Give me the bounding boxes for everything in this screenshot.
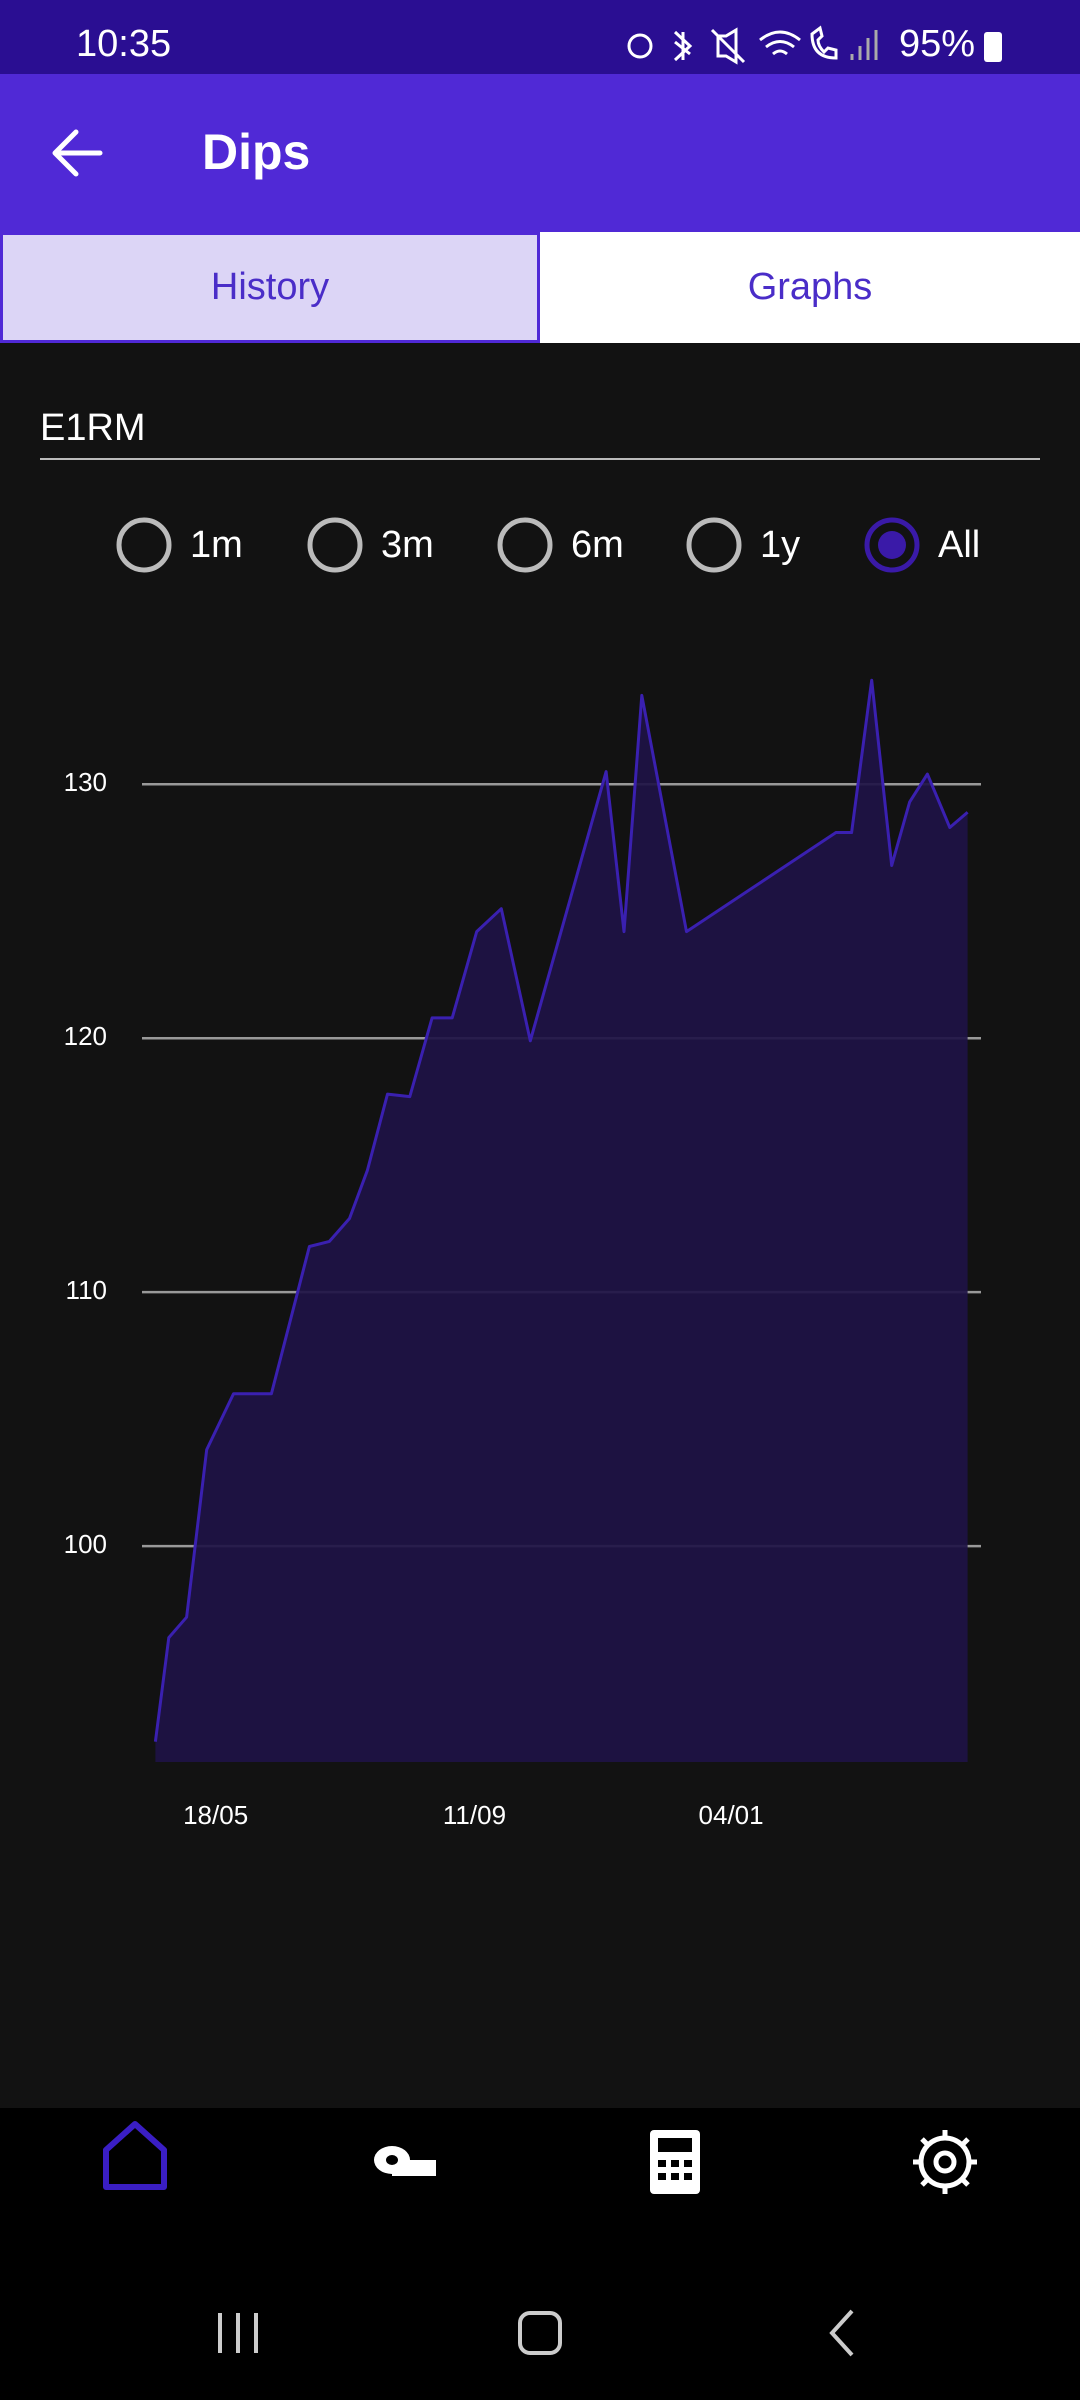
- status-time: 10:35: [76, 23, 171, 65]
- chart: 100 110 120 130 18/05 11/09 04/01: [64, 678, 981, 1830]
- radio-button[interactable]: [497, 517, 553, 573]
- app-bar: [0, 74, 1080, 232]
- radio-label[interactable]: 3m: [381, 524, 434, 566]
- radio-button[interactable]: [116, 517, 172, 573]
- radio-button[interactable]: [307, 517, 363, 573]
- y-tick-label: 100: [64, 1529, 107, 1559]
- radio-label[interactable]: All: [938, 524, 980, 566]
- x-tick-label: 04/01: [699, 1800, 764, 1830]
- radio-label[interactable]: 1m: [190, 524, 243, 566]
- y-tick-label: 120: [64, 1021, 107, 1051]
- status-icons: [627, 25, 878, 65]
- nav-home[interactable]: [103, 2121, 167, 2190]
- radio-button[interactable]: [864, 517, 920, 573]
- system-nav: [218, 2309, 854, 2357]
- radio-button[interactable]: [686, 517, 742, 573]
- battery-icon: [984, 32, 1002, 62]
- range-selector: 1m 3m 6m 1y All: [116, 517, 980, 573]
- area-line: [153, 678, 969, 1742]
- field-value[interactable]: E1RM: [40, 407, 146, 449]
- radio-label[interactable]: 6m: [571, 524, 624, 566]
- tabs: History Graphs: [0, 232, 1080, 343]
- back-button[interactable]: [52, 129, 103, 177]
- y-tick-label: 130: [64, 767, 107, 797]
- area-fill: [155, 680, 968, 1763]
- nav-settings[interactable]: [913, 2130, 977, 2194]
- nav-measure[interactable]: [374, 2146, 436, 2176]
- status-bar: [0, 0, 1080, 74]
- y-tick-label: 110: [66, 1275, 107, 1305]
- x-tick-label: 11/09: [443, 1800, 506, 1830]
- app-title: Dips: [202, 124, 310, 180]
- tab-label[interactable]: Graphs: [748, 266, 873, 308]
- battery-level: 95%: [899, 23, 975, 65]
- x-tick-label: 18/05: [183, 1800, 248, 1830]
- tab-label[interactable]: History: [211, 266, 329, 308]
- radio-dot: [878, 531, 906, 559]
- radio-label[interactable]: 1y: [760, 524, 800, 566]
- nav-calculator[interactable]: [650, 2130, 700, 2194]
- tab[interactable]: [540, 232, 1080, 343]
- tab[interactable]: [0, 232, 540, 343]
